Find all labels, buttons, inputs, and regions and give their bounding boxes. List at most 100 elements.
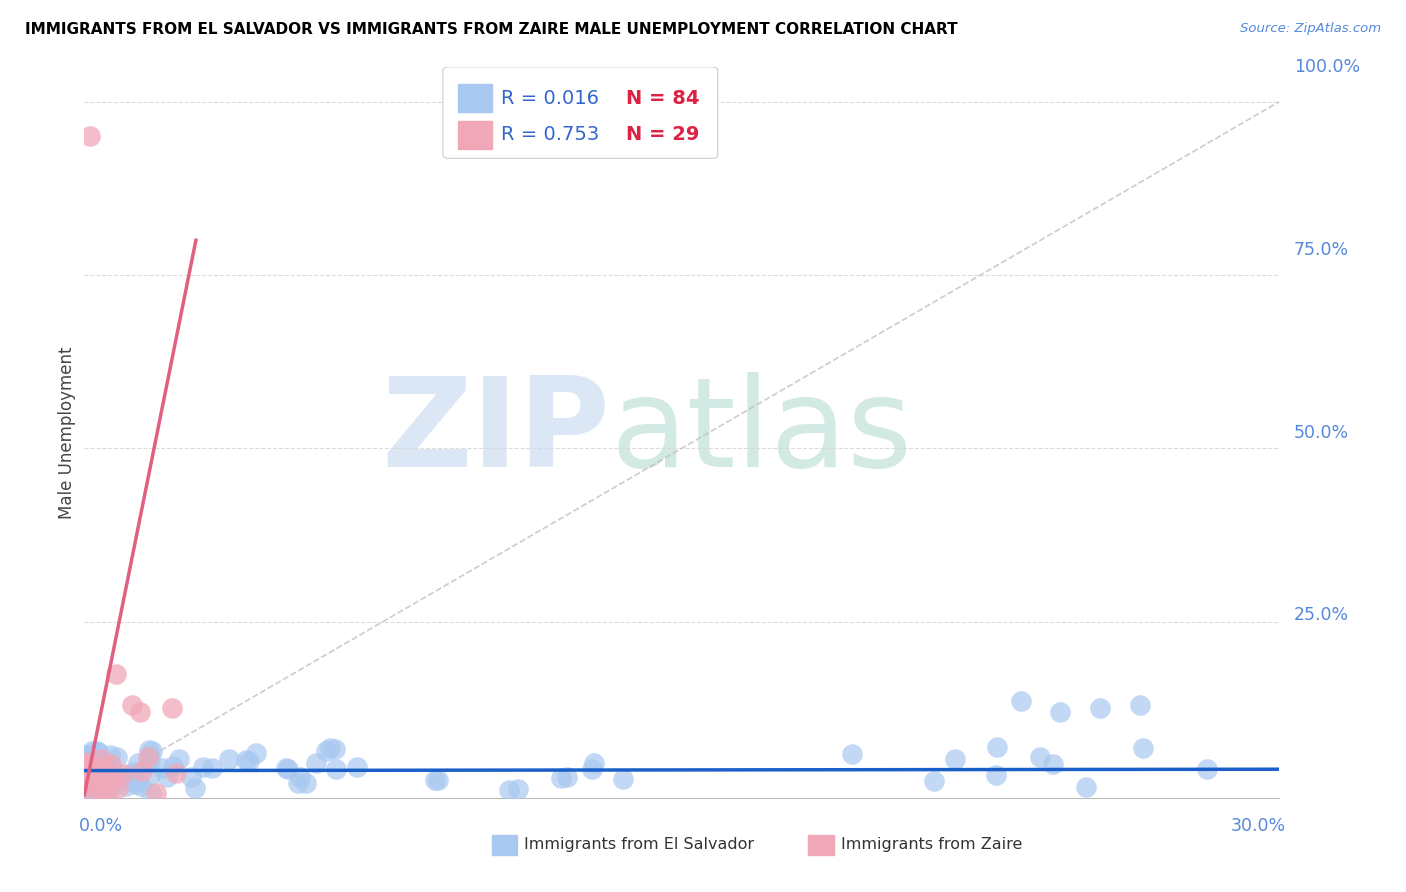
Point xyxy=(550,771,572,785)
Point xyxy=(160,701,183,715)
Point xyxy=(290,770,312,784)
Point xyxy=(180,770,202,784)
Point xyxy=(183,780,205,795)
Point xyxy=(165,766,187,780)
Point xyxy=(84,773,107,788)
Point xyxy=(423,773,446,788)
Point xyxy=(841,747,863,761)
Point xyxy=(86,744,108,758)
Point xyxy=(82,770,104,784)
Point xyxy=(84,771,107,785)
Point xyxy=(1074,780,1097,795)
Text: N = 29: N = 29 xyxy=(626,126,699,145)
Text: 25.0%: 25.0% xyxy=(1294,607,1348,624)
Point xyxy=(107,771,129,785)
Point xyxy=(1090,701,1112,715)
Point xyxy=(1195,762,1218,776)
Point xyxy=(114,770,136,784)
Point xyxy=(274,761,297,775)
Point xyxy=(105,750,128,764)
Point xyxy=(325,762,347,776)
Point xyxy=(75,759,97,773)
Point xyxy=(77,747,100,762)
Point xyxy=(87,769,110,783)
Text: Source: ZipAtlas.com: Source: ZipAtlas.com xyxy=(1240,22,1381,36)
Point xyxy=(77,787,100,801)
Point xyxy=(107,780,129,795)
Point xyxy=(582,756,605,770)
Point xyxy=(125,777,148,791)
Point xyxy=(156,770,179,784)
Point xyxy=(162,759,184,773)
Point xyxy=(581,762,603,776)
Point xyxy=(94,784,117,798)
Point xyxy=(87,769,110,783)
FancyBboxPatch shape xyxy=(443,67,718,159)
Point xyxy=(91,784,114,798)
Point xyxy=(98,765,121,780)
Point xyxy=(75,778,97,792)
Point xyxy=(93,760,115,774)
Point xyxy=(138,749,160,764)
Point xyxy=(75,755,97,769)
Point xyxy=(80,772,103,787)
Point xyxy=(77,748,100,763)
Point xyxy=(245,746,267,760)
Text: 100.0%: 100.0% xyxy=(1294,58,1360,76)
Point xyxy=(98,762,121,776)
Text: N = 84: N = 84 xyxy=(626,89,699,108)
Point xyxy=(238,754,260,768)
Text: R = 0.016: R = 0.016 xyxy=(502,89,599,108)
Point xyxy=(612,772,634,786)
Point xyxy=(117,774,139,789)
Point xyxy=(100,757,122,772)
Point xyxy=(145,787,167,801)
Text: 50.0%: 50.0% xyxy=(1294,424,1348,442)
Point xyxy=(498,782,520,797)
Point xyxy=(125,774,148,789)
Point xyxy=(79,787,101,801)
Point xyxy=(100,765,122,780)
Point xyxy=(77,747,100,762)
Point xyxy=(90,763,112,777)
Point xyxy=(150,761,173,775)
Point xyxy=(87,783,110,797)
Point xyxy=(90,752,112,766)
Point xyxy=(89,772,111,786)
Point xyxy=(922,773,945,788)
Point xyxy=(141,743,163,757)
Point xyxy=(346,760,368,774)
Point xyxy=(1010,694,1032,708)
Point xyxy=(100,747,122,762)
Text: 0.0%: 0.0% xyxy=(79,817,122,835)
Point xyxy=(104,770,127,784)
Point xyxy=(1132,740,1154,755)
Point xyxy=(115,780,138,794)
Point xyxy=(129,705,152,719)
Point xyxy=(90,765,112,780)
Point xyxy=(986,739,1008,754)
Point xyxy=(323,742,346,756)
Point xyxy=(1028,750,1050,764)
Point xyxy=(986,768,1008,782)
Point xyxy=(319,741,342,756)
Point xyxy=(100,783,122,797)
Point xyxy=(1129,698,1152,712)
Point xyxy=(87,745,110,759)
Text: 30.0%: 30.0% xyxy=(1230,817,1285,835)
Point xyxy=(100,773,122,788)
Point xyxy=(218,752,240,766)
Point xyxy=(105,666,128,681)
Point xyxy=(141,786,163,800)
Point xyxy=(139,756,162,770)
Bar xyxy=(458,121,492,149)
Point xyxy=(138,742,160,756)
Point xyxy=(426,773,449,788)
Point xyxy=(1042,756,1064,771)
Point xyxy=(112,767,135,781)
Point xyxy=(191,760,214,774)
Point xyxy=(167,751,190,765)
Point xyxy=(943,751,966,765)
Text: 75.0%: 75.0% xyxy=(1294,241,1348,259)
Text: R = 0.753: R = 0.753 xyxy=(502,126,600,145)
